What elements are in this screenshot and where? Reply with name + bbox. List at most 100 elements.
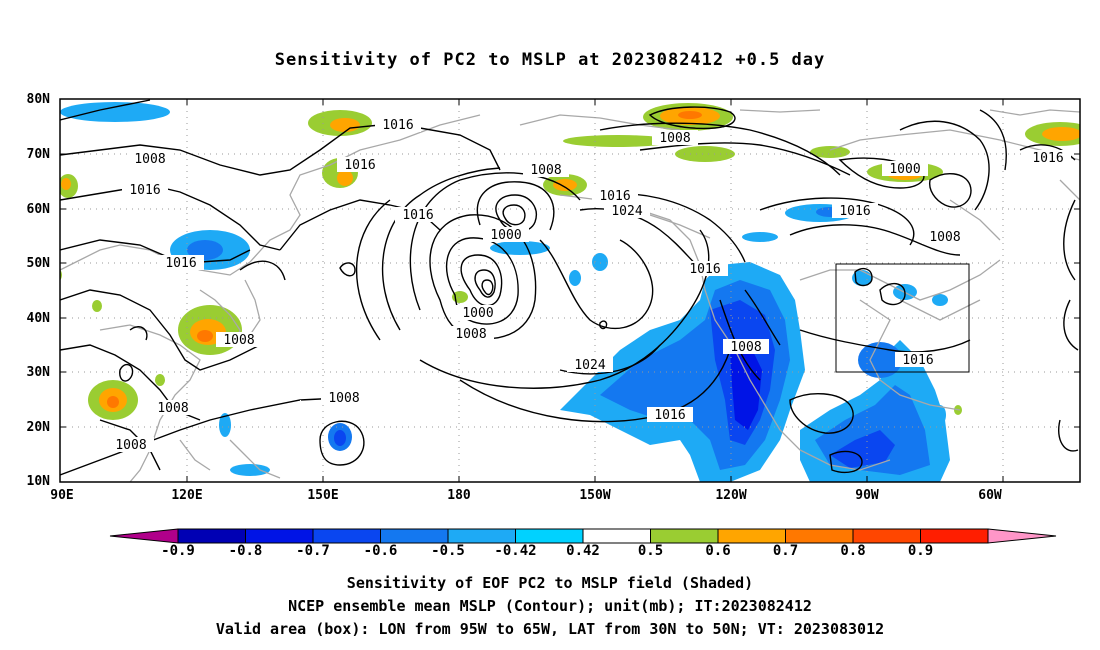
contour-label: 1008 bbox=[448, 326, 494, 342]
colorbar-swatch bbox=[785, 528, 854, 544]
colorbar-tick-label: 0.9 bbox=[907, 543, 934, 559]
lon-label: 180 bbox=[447, 488, 471, 503]
caption-line-1: Sensitivity of EOF PC2 to MSLP field (Sh… bbox=[346, 574, 754, 592]
valid-area-box bbox=[835, 263, 970, 373]
svg-text:1008: 1008 bbox=[115, 438, 146, 453]
svg-text:1008: 1008 bbox=[730, 340, 761, 355]
colorbar-tick-label: 0.7 bbox=[772, 543, 799, 559]
contour-label: 1016 bbox=[647, 407, 693, 423]
contour-label: 1016 bbox=[300, 400, 301, 401]
lon-label: 120E bbox=[171, 488, 203, 503]
svg-text:1016: 1016 bbox=[402, 208, 433, 223]
map-plot-area: 1016 1008 1016 1016 1016 1008 1016 1000 … bbox=[60, 99, 1080, 482]
contour-label: 1008 bbox=[523, 162, 569, 178]
contour-label: 1000 bbox=[483, 227, 529, 243]
contour-label: 1008 bbox=[216, 332, 262, 348]
svg-text:1008: 1008 bbox=[659, 131, 690, 146]
svg-text:1024: 1024 bbox=[611, 204, 642, 219]
colorbar-swatch bbox=[582, 528, 651, 544]
map-title: Sensitivity of PC2 to MSLP at 2023082412… bbox=[274, 50, 826, 70]
colorbar-swatch bbox=[515, 528, 584, 544]
lon-label: 120W bbox=[715, 488, 747, 503]
contour-label: 1008 bbox=[150, 400, 196, 416]
svg-text:1016: 1016 bbox=[839, 204, 870, 219]
colorbar-extend-right bbox=[987, 528, 1057, 544]
contour-label: 1016 bbox=[158, 255, 204, 271]
lat-label: 30N bbox=[26, 365, 50, 380]
svg-text:1008: 1008 bbox=[455, 327, 486, 342]
colorbar-tick-label: -0.8 bbox=[228, 543, 263, 559]
contour-label: 1008 bbox=[723, 339, 769, 355]
contour-label: 1000 bbox=[882, 161, 928, 177]
caption-line-3: Valid area (box): LON from 95W to 65W, L… bbox=[215, 620, 885, 638]
svg-text:1008: 1008 bbox=[530, 163, 561, 178]
svg-text:1016: 1016 bbox=[129, 183, 160, 198]
svg-text:1016: 1016 bbox=[689, 262, 720, 277]
colorbar-tick-label: 0.8 bbox=[840, 543, 866, 559]
contour-label: 1008 bbox=[922, 229, 968, 245]
svg-text:1024: 1024 bbox=[574, 358, 605, 373]
svg-text:1008: 1008 bbox=[328, 391, 359, 406]
lat-label: 70N bbox=[26, 147, 50, 162]
colorbar-tick-label: -0.5 bbox=[431, 543, 465, 559]
lat-label: 20N bbox=[26, 420, 50, 435]
svg-text:1016: 1016 bbox=[654, 408, 685, 423]
colorbar bbox=[109, 528, 1057, 544]
lon-label: 150E bbox=[307, 488, 339, 503]
colorbar-swatch bbox=[852, 528, 921, 544]
colorbar-swatch bbox=[380, 528, 449, 544]
lon-label: 60W bbox=[978, 488, 1002, 503]
contour-label: 1024 bbox=[604, 203, 650, 219]
contour-label: 1016 bbox=[337, 157, 383, 173]
svg-text:1016: 1016 bbox=[165, 256, 196, 271]
contour-label: 1016 bbox=[592, 188, 638, 204]
contour-label: 1016 bbox=[682, 261, 728, 277]
lon-label: 150W bbox=[579, 488, 611, 503]
lat-label: 40N bbox=[26, 311, 50, 326]
contour-label: 1016 bbox=[395, 207, 441, 223]
svg-text:1000: 1000 bbox=[490, 228, 521, 243]
colorbar-swatch bbox=[177, 528, 246, 544]
lat-label: 10N bbox=[26, 474, 50, 489]
svg-text:1016: 1016 bbox=[382, 118, 413, 133]
lon-label: 90W bbox=[855, 488, 879, 503]
caption-line-2: NCEP ensemble mean MSLP (Contour); unit(… bbox=[288, 597, 812, 615]
svg-text:1016: 1016 bbox=[599, 189, 630, 204]
contour-label: 1008 bbox=[321, 390, 367, 406]
contour-label: 1016 bbox=[895, 352, 941, 368]
svg-text:1008: 1008 bbox=[223, 333, 254, 348]
map-frame bbox=[59, 98, 1081, 483]
svg-text:1000: 1000 bbox=[889, 162, 920, 177]
colorbar-swatch bbox=[920, 528, 989, 544]
lat-label: 50N bbox=[26, 256, 50, 271]
lat-label: 80N bbox=[26, 92, 50, 107]
colorbar-tick-label: 0.42 bbox=[566, 543, 600, 559]
svg-text:1008: 1008 bbox=[134, 152, 165, 167]
colorbar-tick-label: -0.42 bbox=[494, 543, 537, 559]
axis-ticks bbox=[60, 98, 1080, 483]
colorbar-tick-label: 0.6 bbox=[705, 543, 731, 559]
svg-text:1008: 1008 bbox=[157, 401, 188, 416]
colorbar-tick-label: -0.6 bbox=[363, 543, 398, 559]
contour-label: 1008 bbox=[652, 130, 698, 146]
colorbar-swatch bbox=[650, 528, 719, 544]
contour-label: 1016 bbox=[832, 203, 878, 219]
svg-text:1016: 1016 bbox=[902, 353, 933, 368]
colorbar-tick-label: -0.7 bbox=[296, 543, 330, 559]
contour-label: 1000 bbox=[455, 305, 501, 321]
coastlines bbox=[60, 109, 1080, 482]
colorbar-tick-label: -0.9 bbox=[161, 543, 195, 559]
svg-text:1000: 1000 bbox=[462, 306, 493, 321]
svg-text:1016: 1016 bbox=[344, 158, 375, 173]
contour-label: 1024 bbox=[567, 357, 613, 373]
contour-label: 1016 bbox=[1025, 150, 1071, 166]
colorbar-tick-label: 0.5 bbox=[637, 543, 664, 559]
colorbar-swatch bbox=[717, 528, 786, 544]
contour-labels: 1016 1008 1016 1016 1016 1008 1016 1000 … bbox=[108, 117, 1071, 453]
contour-label: 1008 bbox=[108, 437, 154, 453]
colorbar-extend-left bbox=[109, 528, 179, 544]
lon-label: 90E bbox=[50, 488, 74, 503]
colorbar-swatch bbox=[245, 528, 314, 544]
contour-label: 1016 bbox=[375, 117, 421, 133]
